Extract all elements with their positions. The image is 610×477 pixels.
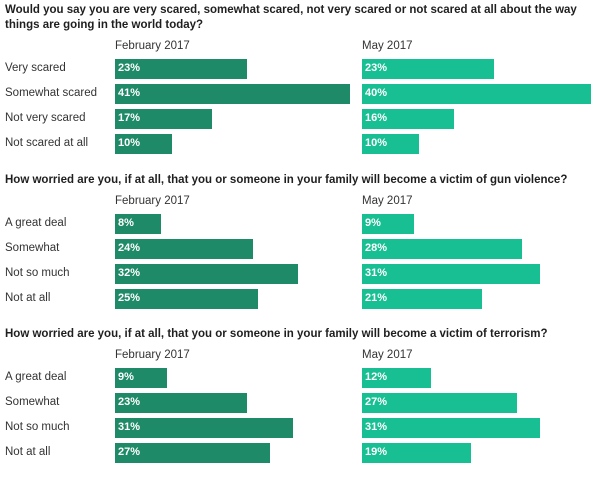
bar-row: Not at all 27% 19%: [0, 443, 610, 463]
bar-row: Not at all 25% 21%: [0, 289, 610, 309]
bar: 23%: [115, 59, 247, 79]
bar: 31%: [362, 264, 540, 284]
bar-row: Somewhat 24% 28%: [0, 239, 610, 259]
question-title: Would you say you are very scared, somew…: [5, 4, 577, 31]
category-label: Not scared at all: [5, 137, 89, 149]
category-label: Not so much: [5, 421, 70, 433]
bar-value-label: 25%: [118, 292, 141, 304]
bar: 28%: [362, 239, 522, 259]
bar: 17%: [115, 109, 212, 129]
category-label: Not very scared: [5, 112, 86, 124]
bar: 10%: [362, 134, 419, 154]
question-title: How worried are you, if at all, that you…: [5, 328, 548, 340]
bar: 27%: [362, 393, 517, 413]
bar-value-label: 27%: [118, 446, 141, 458]
bar-row: Somewhat scared 41% 40%: [0, 84, 610, 104]
bar-value-label: 40%: [365, 87, 388, 99]
bar: 21%: [362, 289, 482, 309]
series-header: February 2017: [115, 40, 190, 52]
question-title: How worried are you, if at all, that you…: [5, 174, 568, 186]
bar-value-label: 19%: [365, 446, 388, 458]
series-header: February 2017: [115, 195, 190, 207]
bar: 24%: [115, 239, 253, 259]
category-label: Very scared: [5, 62, 66, 74]
category-label: Not so much: [5, 267, 70, 279]
bar-value-label: 10%: [365, 137, 388, 149]
category-label: Somewhat: [5, 396, 60, 408]
bar: 10%: [115, 134, 172, 154]
bar: 40%: [362, 84, 591, 104]
category-label: A great deal: [5, 371, 67, 383]
bar: 19%: [362, 443, 471, 463]
bar: 25%: [115, 289, 258, 309]
bar: 8%: [115, 214, 161, 234]
bar: 12%: [362, 368, 431, 388]
category-label: A great deal: [5, 217, 67, 229]
category-label: Not at all: [5, 292, 51, 304]
series-header: May 2017: [362, 195, 413, 207]
bar: 9%: [362, 214, 414, 234]
bar-row: A great deal 8% 9%: [0, 214, 610, 234]
bar-row: Not scared at all 10% 10%: [0, 134, 610, 154]
bar-value-label: 23%: [118, 396, 141, 408]
series-header: February 2017: [115, 349, 190, 361]
bar-value-label: 12%: [365, 371, 388, 383]
bar: 32%: [115, 264, 298, 284]
bar-value-label: 10%: [118, 137, 141, 149]
series-header: May 2017: [362, 349, 413, 361]
bar-value-label: 24%: [118, 242, 141, 254]
chart-section: How worried are you, if at all, that you…: [0, 324, 610, 474]
bar: 27%: [115, 443, 270, 463]
bar: 23%: [115, 393, 247, 413]
bar-row: Very scared 23% 23%: [0, 59, 610, 79]
bar-value-label: 32%: [118, 267, 141, 279]
bar-value-label: 9%: [118, 371, 134, 383]
bar-value-label: 31%: [118, 421, 141, 433]
bar-value-label: 9%: [365, 217, 381, 229]
bar-value-label: 21%: [365, 292, 388, 304]
chart-section: How worried are you, if at all, that you…: [0, 170, 610, 320]
bar: 23%: [362, 59, 494, 79]
category-label: Somewhat: [5, 242, 60, 254]
bar-value-label: 17%: [118, 112, 141, 124]
bar: 9%: [115, 368, 167, 388]
bar-value-label: 27%: [365, 396, 388, 408]
bar: 16%: [362, 109, 454, 129]
bar-row: Not so much 32% 31%: [0, 264, 610, 284]
series-header: May 2017: [362, 40, 413, 52]
bar-value-label: 31%: [365, 421, 388, 433]
bar-row: Somewhat 23% 27%: [0, 393, 610, 413]
bar-value-label: 31%: [365, 267, 388, 279]
bar-value-label: 16%: [365, 112, 388, 124]
bar-row: Not very scared 17% 16%: [0, 109, 610, 129]
bar-row: Not so much 31% 31%: [0, 418, 610, 438]
bar-value-label: 28%: [365, 242, 388, 254]
bar-value-label: 23%: [118, 62, 141, 74]
chart-section: Would you say you are very scared, somew…: [0, 0, 610, 154]
bar-value-label: 41%: [118, 87, 141, 99]
bar: 31%: [362, 418, 540, 438]
bar-value-label: 23%: [365, 62, 388, 74]
bar: 31%: [115, 418, 293, 438]
category-label: Not at all: [5, 446, 51, 458]
bar-value-label: 8%: [118, 217, 134, 229]
bar-row: A great deal 9% 12%: [0, 368, 610, 388]
bar: 41%: [115, 84, 350, 104]
category-label: Somewhat scared: [5, 87, 98, 99]
